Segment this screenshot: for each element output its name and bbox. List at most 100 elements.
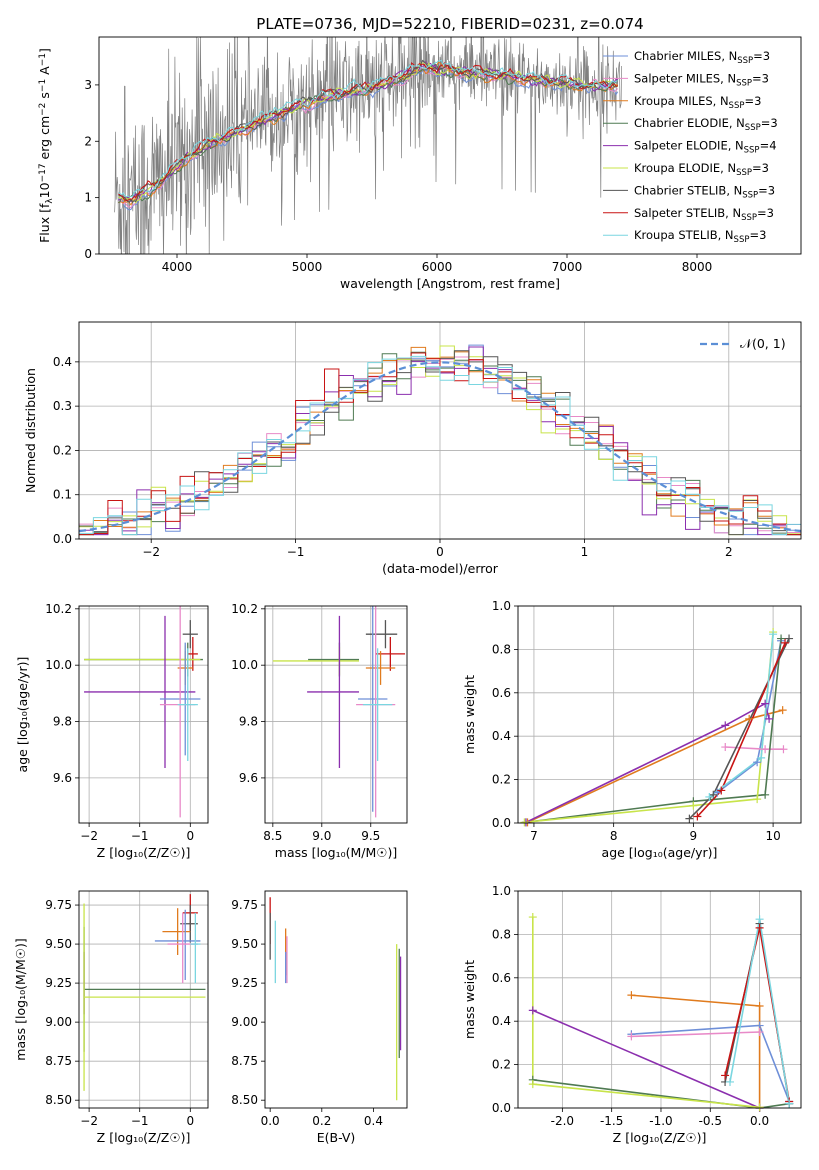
y-tick-label: 0.0 — [492, 816, 511, 830]
x-tick-label: 9.5 — [361, 829, 380, 843]
axes-frame — [264, 605, 408, 824]
x-tick-label: −1 — [131, 829, 149, 843]
y-axis-label-part: s — [37, 92, 52, 103]
data-point-marker — [721, 721, 730, 730]
histogram-step — [79, 352, 801, 536]
x-tick-label: 0.2 — [312, 1114, 331, 1128]
legend-label: Kroupa MILES, NSSP=3 — [634, 94, 761, 111]
x-tick-label: -1.0 — [649, 1114, 672, 1128]
legend-label: Chabrier STELIB, NSSP=3 — [634, 183, 775, 200]
legend-label-sub: SSP — [736, 168, 752, 178]
axes-frame — [517, 605, 802, 824]
legend-label: Kroupa STELIB, NSSP=3 — [634, 228, 766, 245]
y-tick-label: 0.8 — [492, 927, 511, 941]
x-tick-label: 9 — [690, 829, 698, 843]
plot-area — [83, 894, 206, 1091]
mass-weight-line — [524, 631, 774, 823]
x-axis-label: age [log₁₀(age/yr)] — [602, 845, 718, 860]
legend-label: 𝒩(0, 1) — [740, 336, 786, 351]
axes-frame — [98, 36, 802, 255]
y-tick-label: 9.6 — [239, 771, 258, 785]
x-tick-label: 0.4 — [364, 1114, 383, 1128]
residual-histogram-panel: −2 −1 0 1 2 0.0 0.1 0.2 0.3 0.4 (data-model)/error… — [23, 321, 802, 576]
data-point-marker — [785, 634, 794, 643]
mass-weight-line — [725, 746, 784, 750]
axes-frame — [78, 605, 209, 824]
age-vs-metallicity-panel: −2 −1 0 9.6 9.8 10.0 10.2 Z [log₁₀(Z/Z☉)] age [l… — [15, 602, 209, 860]
y-tick-label: 0.4 — [492, 1014, 511, 1028]
data-point-marker — [755, 1103, 764, 1112]
legend-label-sub: SSP — [741, 213, 757, 223]
x-tick-label: 4000 — [162, 260, 193, 274]
x-tick-label: 0 — [186, 829, 194, 843]
y-tick-label: 0.2 — [53, 443, 72, 457]
mass-weight-vs-metallicity-panel: -2.0 -1.5 -1.0 -0.5 0.0 0.0 0.2 0.4 0.6 0.8 1.0 Z [… — [462, 884, 802, 1145]
y-tick-label: 9.50 — [231, 937, 258, 951]
data-point-marker — [761, 790, 770, 799]
y-axis-label-part: −2 — [38, 103, 48, 116]
y-axis-label-part: −1 — [38, 53, 48, 66]
data-point-marker — [528, 1006, 537, 1015]
x-tick-label: 7 — [530, 829, 538, 843]
histogram-step — [79, 355, 801, 536]
y-axis-label: Flux [fλ10−17 erg cm−2 s−1 A−1] — [37, 48, 55, 243]
y-tick-label: 8.50 — [45, 1093, 72, 1107]
y-tick-label: 9.8 — [53, 715, 72, 729]
data-point-marker — [755, 915, 764, 924]
mass-weight-line — [525, 638, 782, 823]
x-tick-label: 0 — [186, 1114, 194, 1128]
y-tick-label: 8.75 — [45, 1054, 72, 1068]
y-tick-label: 1 — [84, 191, 92, 205]
plot-area — [114, 37, 622, 254]
legend-label-name: Chabrier STELIB, N — [634, 183, 742, 197]
mass-vs-extinction-panel: 0.0 0.2 0.4 8.50 8.75 9.00 9.25 9.50 9.75 E(B-V) — [231, 890, 408, 1145]
data-point-marker — [761, 699, 770, 708]
y-tick-label: 10.0 — [231, 658, 258, 672]
plot-area — [84, 606, 203, 818]
data-point-marker — [745, 714, 754, 723]
y-tick-label: 8.75 — [231, 1054, 258, 1068]
legend-label-sub: SSP — [744, 146, 760, 156]
legend-label-name: Chabrier ELODIE, N — [634, 116, 745, 130]
y-tick-label: 9.25 — [45, 976, 72, 990]
data-point-marker — [528, 1080, 537, 1089]
axes-frame — [78, 321, 802, 540]
data-point-marker — [778, 706, 787, 715]
y-tick-label: 8.50 — [231, 1093, 258, 1107]
y-tick-label: 9.75 — [45, 898, 72, 912]
data-point-marker — [721, 1071, 730, 1080]
y-tick-label: 2 — [84, 134, 92, 148]
x-tick-label: −2 — [80, 1114, 98, 1128]
mass-weight-line — [688, 638, 790, 820]
x-tick-label: 8 — [610, 829, 618, 843]
y-axis-label-part: −17 — [38, 163, 48, 182]
axes-frame — [517, 890, 802, 1109]
legend-label: Salpeter ELODIE, NSSP=4 — [634, 139, 777, 156]
model-spectrum-line — [118, 59, 618, 204]
legend-label-sub: SSP — [745, 123, 761, 133]
x-axis-label: wavelength [Angstrom, rest frame] — [340, 276, 560, 291]
plot-area — [269, 897, 402, 1101]
data-point-marker — [785, 1099, 794, 1108]
legend-label-name: Salpeter MILES, N — [634, 71, 736, 85]
data-point-marker — [693, 812, 702, 821]
x-tick-label: 6000 — [422, 260, 453, 274]
data-point-marker — [761, 745, 770, 754]
mass-weight-vs-age-panel: 7 8 9 10 0.0 0.2 0.4 0.6 0.8 1.0 age [log₁₀(age/yr… — [462, 599, 802, 860]
data-point-marker — [753, 758, 762, 767]
y-tick-label: 0 — [84, 247, 92, 261]
y-axis-label: age [log₁₀(age/yr)] — [15, 657, 30, 773]
y-tick-label: 0.2 — [492, 1058, 511, 1072]
data-point-marker — [685, 814, 694, 823]
y-axis-label: Normed distribution — [23, 368, 38, 493]
axes-frame — [264, 890, 408, 1109]
x-tick-label: 10 — [765, 829, 780, 843]
y-axis-label-part: ] — [37, 48, 52, 53]
legend-label-suffix: =3 — [758, 183, 775, 197]
x-tick-label: 2 — [725, 545, 733, 559]
y-axis-label-part: −1 — [38, 79, 48, 92]
legend-label: Salpeter MILES, NSSP=3 — [634, 71, 769, 88]
data-point-marker — [757, 753, 766, 762]
